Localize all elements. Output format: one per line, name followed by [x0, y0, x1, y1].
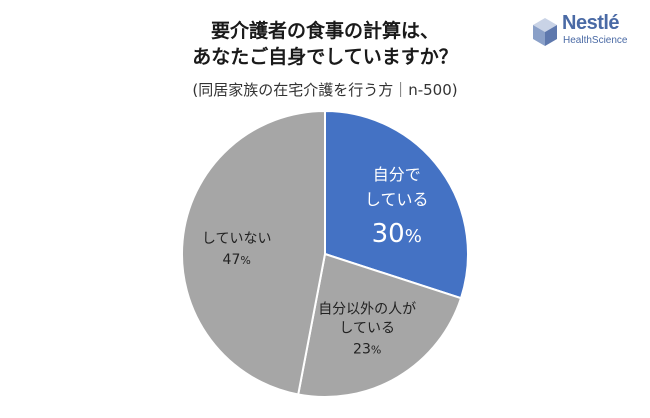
slice-value-unit-0: %: [405, 226, 422, 247]
chart-title-line-1: 要介護者の食事の計算は、: [210, 20, 439, 42]
pie-slice-2: [180, 109, 326, 396]
slice-value-1: 23%: [353, 341, 381, 357]
pie-slices: [180, 109, 469, 398]
slice-label-0-line-1: している: [365, 190, 429, 209]
chart-subtitle: (同居家族の在宅介護を行う方｜n-500): [192, 81, 458, 99]
slice-value-2: 47%: [223, 252, 251, 268]
slice-value-number-2: 47: [223, 252, 241, 268]
chart-title: 要介護者の食事の計算は、 あなたご自身でしていますか？: [0, 18, 650, 70]
slice-value-0: 30%: [372, 219, 422, 249]
pie-slice-0: [324, 109, 469, 300]
logo-subtext: HealthScience: [563, 35, 628, 46]
slice-label-2-line-0: していない: [202, 231, 272, 247]
chart-title-line-2: あなたご自身でしていますか？: [192, 46, 458, 68]
slice-value-unit-2: %: [240, 254, 250, 267]
slice-label-0-line-0: 自分で: [373, 165, 421, 184]
slice-label-1-line-0: 自分以外の人が: [318, 301, 416, 317]
slice-value-unit-1: %: [371, 343, 381, 356]
pie-slice-1: [297, 252, 463, 398]
slice-value-number-0: 30: [372, 219, 405, 249]
slice-value-number-1: 23: [353, 341, 371, 357]
slice-label-1-line-1: している: [339, 320, 395, 336]
logo-word: Nestlé: [562, 12, 620, 34]
nestle-health-science-logo: Nestlé HealthScience: [530, 12, 640, 52]
logo-cube-icon: [533, 18, 557, 46]
